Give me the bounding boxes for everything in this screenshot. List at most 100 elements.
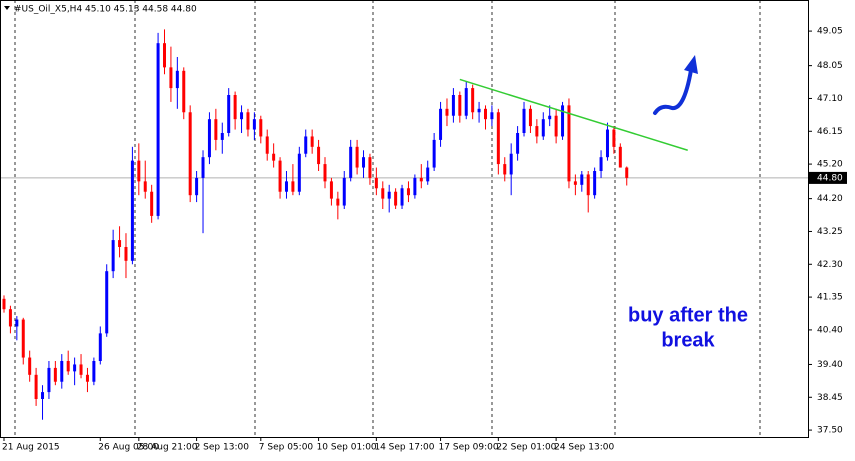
candle-body — [143, 181, 147, 192]
y-tick-label: 37.50 — [817, 426, 843, 436]
candle-body — [406, 188, 410, 196]
candle-body — [580, 174, 584, 185]
candle-body — [612, 129, 616, 147]
chart-title: #US_Oil_X5,H4 45.10 45.13 44.58 44.80 — [14, 5, 197, 15]
candle-body — [567, 105, 571, 182]
candle-body — [240, 112, 244, 120]
candle-body — [355, 146, 359, 168]
candle-body — [496, 112, 500, 165]
grid — [0, 0, 808, 437]
candle-body — [387, 191, 391, 199]
candle-body — [426, 167, 430, 182]
candle-body — [522, 108, 526, 133]
candle-body — [79, 364, 83, 375]
candle-body — [2, 298, 6, 310]
candle-body — [329, 181, 333, 199]
candle-body — [21, 319, 25, 358]
candle-body — [477, 108, 481, 113]
candle-body — [201, 157, 205, 178]
candles — [2, 29, 688, 420]
x-tick-label: 2 Sep 13:00 — [195, 443, 250, 453]
candle-body — [593, 171, 597, 196]
candle-body — [310, 136, 314, 147]
x-tick-label: 24 Sep 13:00 — [554, 443, 614, 453]
candle-body — [85, 374, 89, 382]
candle-body — [535, 126, 539, 137]
candle-body — [195, 177, 199, 196]
candle-body — [554, 115, 558, 137]
candle-body — [509, 153, 513, 175]
candle-body — [272, 153, 276, 161]
candle-body — [220, 133, 224, 140]
candle-body — [252, 119, 256, 130]
candle-body — [304, 136, 308, 154]
candle-body — [246, 112, 250, 130]
annotation: buy after the — [628, 304, 748, 326]
trendline — [459, 78, 688, 151]
candle-body — [432, 139, 436, 168]
candle-body — [175, 70, 179, 89]
candle-body — [265, 136, 269, 154]
candle-body — [8, 309, 12, 327]
candle-body — [317, 146, 321, 165]
y-tick-label: 41.35 — [817, 293, 843, 303]
candle-body — [34, 374, 38, 399]
candle-body — [413, 177, 417, 196]
arrow — [653, 62, 694, 115]
candle-body — [73, 364, 77, 372]
candle-body — [118, 240, 122, 247]
annotation: break — [661, 329, 715, 351]
candle-body — [150, 191, 154, 216]
candle-body — [573, 181, 577, 185]
candle-body — [15, 319, 19, 327]
candle-body — [368, 157, 372, 178]
candle-body — [297, 153, 301, 192]
candle-body — [323, 164, 327, 182]
y-tick-label: 46.15 — [817, 127, 843, 137]
menu-arrow — [4, 6, 10, 10]
current-price-box — [809, 171, 847, 184]
candle-body — [381, 188, 385, 199]
y-tick-label: 42.30 — [817, 260, 843, 270]
y-tick-label: 40.40 — [817, 325, 843, 335]
y-tick-label: 49.05 — [817, 27, 843, 37]
candle-body — [374, 177, 378, 189]
candle-body — [207, 119, 211, 158]
candle-body — [541, 119, 545, 137]
candle-body — [586, 174, 590, 196]
x-tick-label: 21 Aug 2015 — [2, 443, 60, 453]
candle-body — [130, 160, 134, 261]
y-tick-label: 48.05 — [817, 61, 843, 71]
x-tick-label: 26 Aug 05:00 — [98, 443, 159, 453]
candle-body — [188, 112, 192, 196]
candle-body — [98, 333, 102, 361]
x-tick-label: 17 Sep 09:00 — [439, 443, 499, 453]
candle-body — [284, 181, 288, 192]
candle-body — [503, 164, 507, 175]
y-tick-label: 44.20 — [817, 194, 843, 204]
candle-body — [625, 167, 629, 178]
candle-body — [516, 133, 520, 154]
candle-body — [41, 392, 45, 399]
x-tick-label: 14 Sep 17:00 — [374, 443, 434, 453]
candle-body — [47, 367, 51, 393]
candle-body — [227, 95, 231, 133]
candle-body — [349, 146, 353, 178]
candle-body — [163, 43, 166, 68]
candle-body — [445, 108, 449, 116]
candle-body — [53, 367, 57, 382]
candle-body — [599, 157, 603, 171]
candle-body — [111, 240, 115, 272]
candle-body — [259, 119, 263, 137]
candle-body — [137, 160, 141, 182]
y-tick-label: 45.20 — [817, 160, 843, 170]
candle-body — [92, 361, 96, 382]
candle-body — [66, 361, 70, 372]
plot-border — [0, 0, 809, 438]
candle-body — [561, 105, 565, 137]
candle-body — [156, 43, 160, 216]
candle-body — [278, 160, 282, 192]
